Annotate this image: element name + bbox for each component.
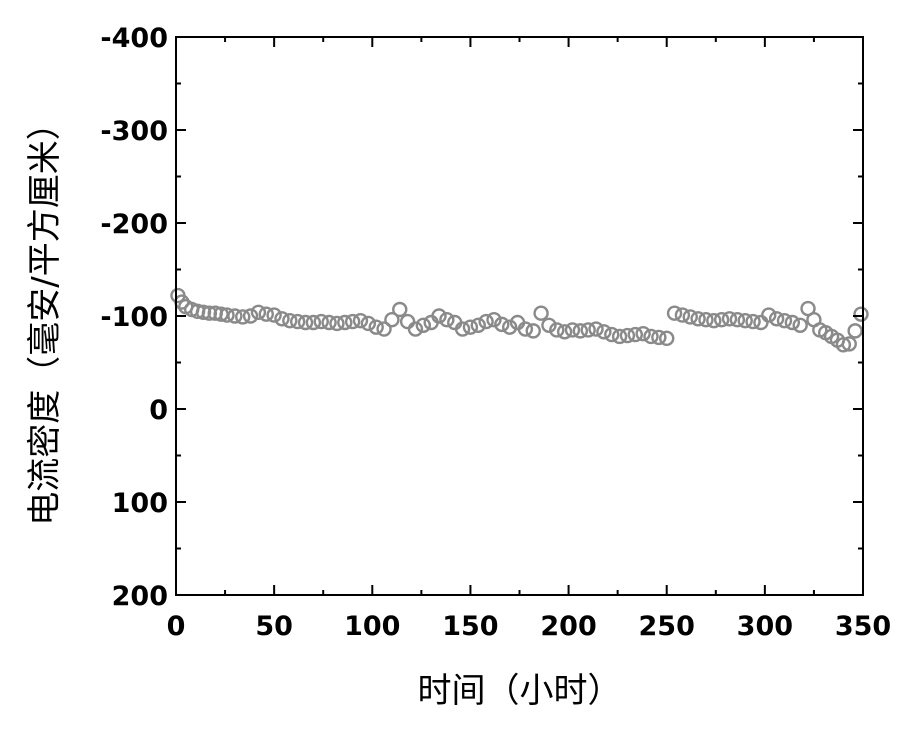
- y-tick-label: -400: [100, 23, 168, 54]
- data-point: [472, 319, 485, 332]
- data-point: [762, 309, 775, 322]
- x-tick-label: 250: [639, 611, 695, 642]
- data-points: [171, 289, 867, 351]
- data-point: [660, 332, 673, 345]
- data-point: [754, 316, 767, 329]
- data-point: [393, 303, 406, 316]
- data-point: [590, 323, 603, 336]
- data-point: [786, 316, 799, 329]
- data-point: [527, 324, 540, 337]
- data-point: [244, 310, 257, 323]
- x-tick-label: 0: [167, 611, 186, 642]
- x-tick-label: 100: [344, 611, 400, 642]
- data-point: [401, 315, 414, 328]
- data-point: [409, 323, 422, 336]
- x-tick-label: 350: [835, 611, 891, 642]
- data-point: [354, 314, 367, 327]
- y-tick-label: -200: [100, 209, 168, 240]
- y-tick-label: -100: [100, 302, 168, 333]
- x-axis: 0 50 100 150 200 250 300 350: [167, 37, 892, 642]
- y-tick-label: 100: [112, 488, 168, 519]
- x-tick-label: 200: [540, 611, 596, 642]
- y-axis-title: 电流密度（毫安/平方厘米）: [25, 106, 65, 525]
- data-point: [362, 317, 375, 330]
- data-point: [440, 313, 453, 326]
- data-point: [417, 319, 430, 332]
- x-tick-label: 150: [442, 611, 498, 642]
- x-axis-title: 时间（小时）: [418, 671, 622, 711]
- data-point: [268, 309, 281, 322]
- y-tick-label: 0: [149, 395, 168, 426]
- data-point: [794, 319, 807, 332]
- y-tick-label: -300: [100, 116, 168, 147]
- data-point: [637, 327, 650, 340]
- data-point: [535, 307, 548, 320]
- x-tick-label: 50: [255, 611, 293, 642]
- data-point: [849, 324, 862, 337]
- data-point: [597, 325, 610, 338]
- data-point: [855, 308, 868, 321]
- y-tick-label: 200: [112, 581, 168, 612]
- x-tick-label: 300: [737, 611, 793, 642]
